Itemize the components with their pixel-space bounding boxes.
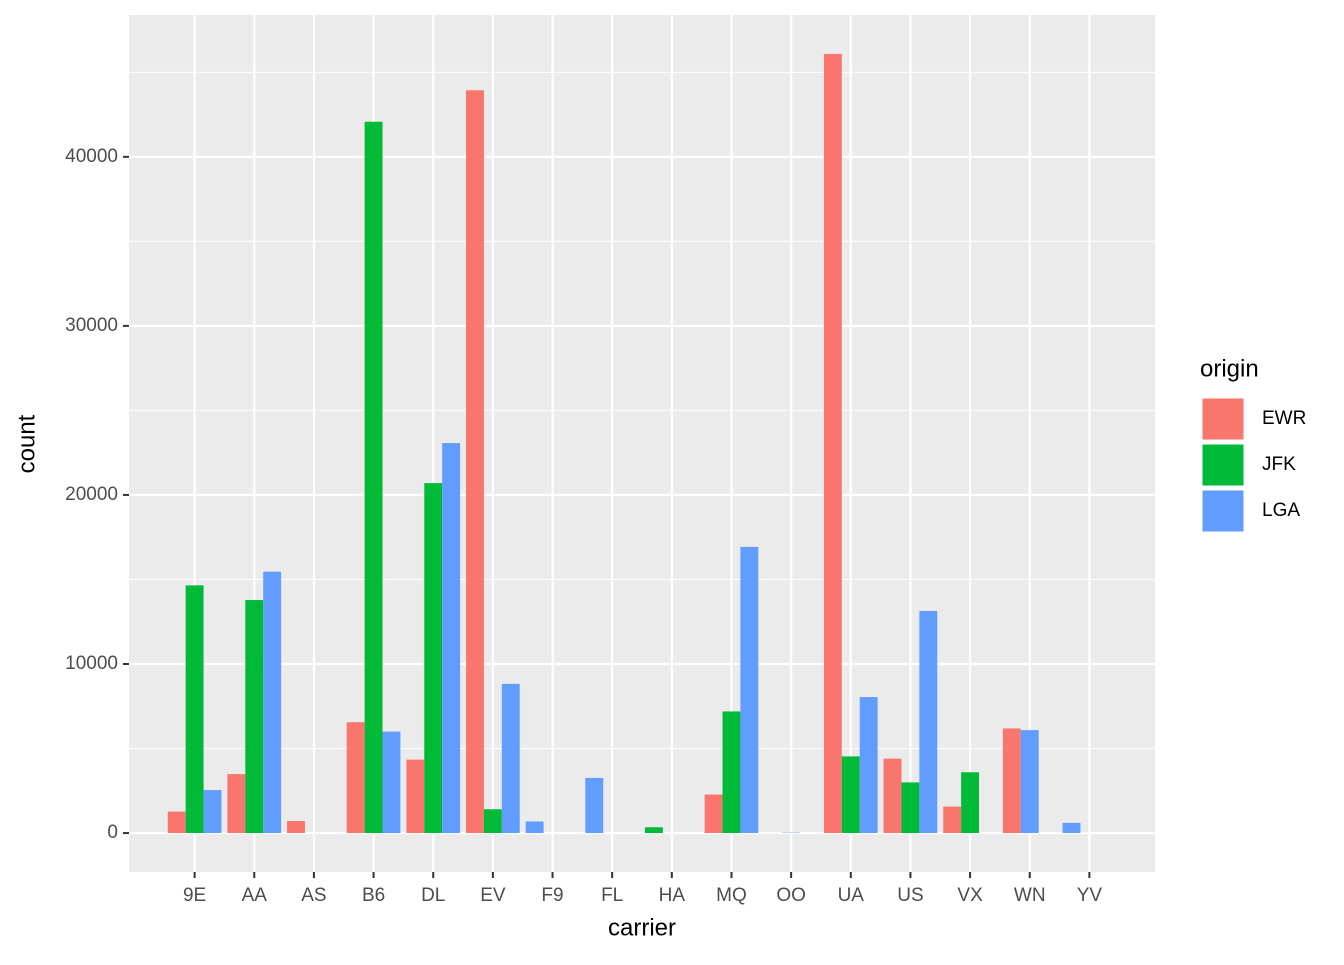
legend-title: origin (1200, 355, 1259, 382)
bar (168, 812, 186, 833)
x-tick-label: US (897, 885, 923, 906)
x-tick-label: DL (421, 885, 445, 906)
y-tick-label: 30000 (65, 315, 118, 336)
x-axis-title: carrier (608, 914, 676, 941)
bar (1063, 823, 1081, 833)
bar (901, 782, 919, 833)
bar (502, 684, 520, 833)
x-tick-label: B6 (362, 885, 385, 906)
legend-label: EWR (1262, 408, 1306, 429)
x-tick-label: MQ (716, 885, 747, 906)
bar (484, 809, 502, 833)
x-tick-label: UA (838, 885, 865, 906)
x-tick-label: VX (957, 885, 983, 906)
bar (585, 778, 603, 833)
bar (526, 821, 544, 833)
x-tick-label: WN (1014, 885, 1046, 906)
bar (383, 732, 401, 833)
bar (1021, 730, 1039, 833)
bar (740, 547, 758, 833)
bar (406, 760, 424, 833)
bar (227, 774, 245, 833)
legend-key (1202, 398, 1244, 440)
bar (245, 600, 263, 833)
x-tick-label: EV (480, 885, 506, 906)
bar (204, 790, 222, 833)
x-tick-label: YV (1077, 885, 1103, 906)
x-tick-label: 9E (183, 885, 206, 906)
legend-key (1202, 444, 1244, 486)
bar (705, 795, 723, 833)
bar (466, 90, 484, 833)
bar (186, 585, 204, 833)
bar (645, 827, 663, 833)
bar (842, 756, 860, 833)
y-tick-label: 10000 (65, 653, 118, 674)
y-axis-title: count (13, 414, 40, 473)
x-tick-label: AS (301, 885, 326, 906)
bar (943, 807, 961, 833)
y-tick-label: 0 (107, 822, 118, 843)
bar (884, 759, 902, 833)
bar (860, 697, 878, 833)
y-tick-label: 20000 (65, 484, 118, 505)
legend-label: LGA (1262, 500, 1300, 521)
bar (365, 122, 383, 833)
bar (347, 722, 365, 833)
bar (919, 611, 937, 833)
x-tick-label: F9 (541, 885, 563, 906)
bar (442, 443, 460, 833)
bar (824, 54, 842, 833)
bar (1003, 728, 1021, 833)
bar (961, 772, 979, 833)
panel (129, 15, 1155, 872)
y-tick-label: 40000 (65, 146, 118, 167)
bar (424, 483, 442, 833)
bar (287, 821, 305, 833)
x-tick-label: OO (776, 885, 806, 906)
x-tick-label: AA (242, 885, 268, 906)
x-tick-label: FL (601, 885, 623, 906)
bar (263, 572, 281, 833)
legend-label: JFK (1262, 454, 1296, 475)
x-tick-label: HA (659, 885, 686, 906)
legend-key (1202, 490, 1244, 532)
bar (723, 711, 741, 833)
